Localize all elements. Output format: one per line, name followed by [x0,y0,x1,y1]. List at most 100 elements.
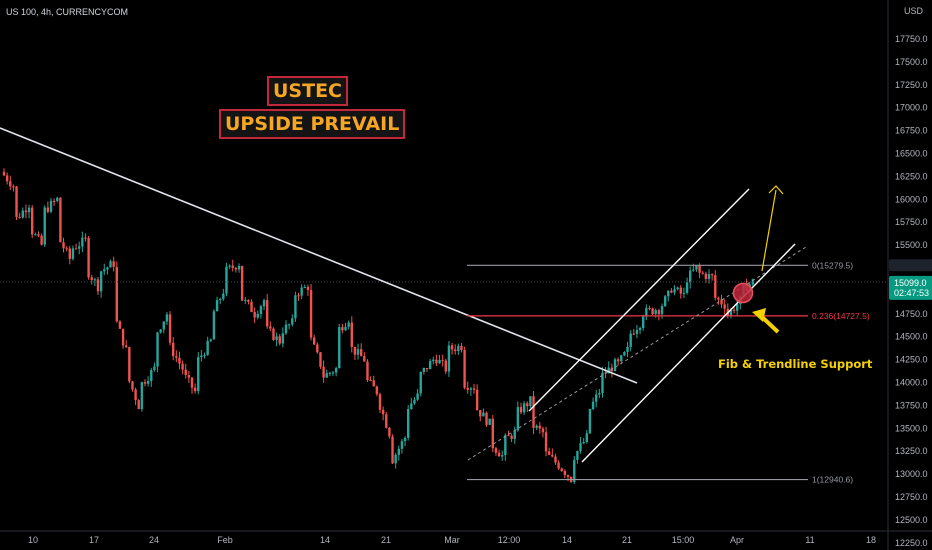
candle-body [714,275,717,298]
candle-body [432,359,435,361]
candle-body [444,360,447,372]
candle-body [118,321,122,329]
candle-body [613,359,617,372]
candle-body [397,448,400,455]
candle-body [717,297,720,300]
candle-body [620,355,623,362]
candle-body [219,298,222,301]
symbol-label: US 100, 4h, CURRENCYCOM [6,7,129,17]
candle-body [31,207,34,235]
candle-body [685,282,689,293]
candle-body [588,409,592,434]
candle-body [595,394,598,402]
candle-body [62,242,65,249]
candle-body [585,433,588,443]
candle-body [466,387,469,390]
candle-body [200,355,203,358]
candle-body [43,207,46,245]
candle-body [729,309,733,316]
candle-body [140,382,144,410]
time-tick-label: 11 [805,535,814,545]
candle-body [563,470,567,476]
candle-body [428,360,432,370]
candle-body [250,301,253,313]
price-tick-label: 16750.0 [895,126,928,136]
candle-body [529,396,532,407]
last-price-badge-text: 02:47:53 [894,288,929,298]
candle-body [162,321,165,330]
candle-body [450,345,454,350]
candle-body [491,418,494,449]
candle-body [479,410,482,417]
candle-body [648,307,651,309]
candle-body [407,409,410,438]
time-tick-label: 10 [28,535,38,545]
candle-body [629,333,632,347]
candle-body [710,274,714,276]
time-tick-label: Apr [730,535,744,545]
candle-body [582,442,585,444]
time-tick-label: 18 [866,535,876,545]
price-tick-label: 13750.0 [895,400,928,410]
candle-body [203,354,206,356]
candle-body [632,333,635,335]
candle-body [27,207,31,213]
candle-body [548,451,551,455]
drawings-layer: 0(15279.5) 0.236(14727.5) 1(12940.6) [0,127,888,485]
fib-level-0236-label: 0.236(14727.5) [812,311,870,321]
candle-body [240,265,244,301]
candle-body [331,372,335,374]
candle-body [316,344,319,353]
candle-body [231,265,234,268]
candle-body [378,394,382,410]
candle-body [84,237,87,239]
candle-body [682,292,686,294]
last-price-badge-text: 15099.0 [894,278,927,288]
candle-body [344,326,347,331]
candle-body [234,267,238,270]
candle-body [673,289,676,293]
candle-body [482,412,485,417]
candle-body [325,373,328,378]
candle-body [510,435,513,439]
candle-body [469,388,473,390]
candlestick-series [2,168,755,485]
price-tick-label: 13250.0 [895,446,928,456]
candle-body [381,409,385,415]
candle-body [294,295,297,319]
candle-body [504,435,507,456]
candle-body [46,207,50,212]
candle-body [40,235,43,245]
candle-body [37,234,40,236]
candle-body [103,269,106,272]
candle-body [566,475,570,477]
candle-body [322,366,325,378]
candle-body [272,328,275,340]
candle-body [626,346,629,352]
candle-body [551,454,554,457]
candle-body [306,287,310,290]
price-tick-label: 12250.0 [895,538,928,548]
candle-body [21,210,24,218]
channel-upper-line [528,188,750,412]
candle-body [341,327,344,331]
candle-body [438,359,441,364]
candle-body [497,452,501,457]
candle-body [416,393,419,400]
candle-body [375,386,379,395]
candle-body [579,443,582,452]
candle-body [704,273,708,279]
candle-body [598,393,601,395]
candle-body [591,401,595,410]
candle-body [256,313,259,318]
candle-body [494,448,498,453]
annotation-arrow [752,308,780,334]
time-tick-label: 21 [381,535,391,545]
time-tick-label: Feb [217,535,233,545]
candle-body [112,261,115,267]
candle-body [485,412,488,425]
fib-0-badge-bg [889,259,932,272]
candle-body [52,200,56,202]
